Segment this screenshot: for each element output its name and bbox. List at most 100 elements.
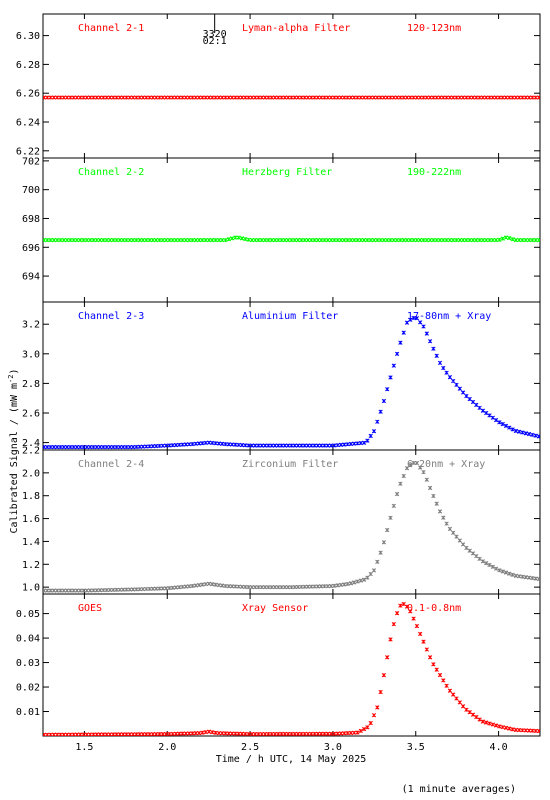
data-point [246,731,251,736]
data-point [51,588,57,593]
data-point [206,729,212,734]
data-point [375,419,380,424]
data-point [299,95,304,100]
data-point [338,731,344,736]
data-point [121,444,126,450]
data-point [408,237,413,243]
data-point [101,587,106,593]
data-point [507,726,512,731]
data-point [292,443,297,448]
data-point [220,731,225,736]
data-point [530,575,535,581]
data-point [137,732,142,736]
y-tick-label: 0.02 [16,683,40,694]
data-point [342,731,347,736]
data-point [276,237,281,243]
data-point [71,444,76,450]
data-point [536,434,540,439]
data-point [147,95,152,100]
data-point [61,444,66,450]
data-point [319,731,324,736]
data-point [45,95,50,100]
data-point [510,237,515,242]
data-point [305,443,311,448]
data-point [493,723,499,728]
data-point [150,237,156,243]
data-point [170,95,175,100]
data-point [398,340,403,345]
data-point [454,696,459,701]
data-point [312,237,317,243]
y-tick-label: 700 [22,185,40,196]
data-point [345,730,350,736]
data-point [414,460,420,466]
data-point [196,730,202,736]
data-point [262,584,268,590]
data-point [289,584,294,590]
data-point [431,237,436,243]
data-point [236,584,241,589]
data-point [61,588,66,593]
data-point [107,732,113,736]
data-point [246,237,251,242]
data-point [130,444,136,450]
data-point [427,339,433,344]
data-point [190,583,195,589]
data-point [361,726,367,732]
data-point [58,588,63,593]
data-point [378,550,383,555]
data-point [177,237,182,243]
y-axis-title: Calibrated Signal / (mW m-2) [7,369,20,534]
y-tick-label: 1.2 [22,560,40,571]
data-point [187,237,192,243]
data-point [127,444,132,450]
data-point [394,611,400,616]
data-point [312,443,317,448]
data-point [243,731,248,736]
data-point [173,237,179,243]
data-point [391,363,396,368]
data-point [421,324,426,329]
data-point [97,444,103,450]
panel-1: 6.22 6.24 6.26 6.28 6.30 Channel 2-1 Lyman-alp… [16,13,541,159]
data-point [269,95,274,100]
data-point [503,423,509,429]
data-point [322,443,327,448]
data-point [276,95,281,100]
data-point [253,731,258,736]
data-point [302,584,307,589]
data-point [315,95,321,100]
data-point [381,398,387,404]
data-point [391,95,396,100]
data-point [513,428,519,434]
y-tick-label: 0.03 [16,658,40,669]
data-point [137,237,142,243]
data-point [130,587,136,592]
data-point [130,95,136,100]
data-point [447,95,453,100]
data-point [157,237,162,243]
data-point [335,731,340,736]
data-point [322,95,327,100]
series-points [43,235,540,243]
y-tick-label: 0.04 [16,634,40,645]
data-point [97,732,103,736]
data-point [480,237,486,243]
data-point [68,444,73,450]
data-point [530,728,535,733]
panel-4: 1.0 1.2 1.4 1.6 1.8 2.0 2.2 Channel 2-4 Zirconiu… [22,446,541,595]
data-point [414,237,420,243]
data-point [91,237,96,243]
data-point [173,585,179,590]
data-point [286,237,291,243]
y-tick-label: 1.0 [22,583,40,594]
data-point [160,95,165,100]
data-point [243,95,248,100]
data-point [74,95,80,100]
data-point [101,237,106,243]
data-point [289,237,294,243]
data-point [68,95,73,100]
data-point [464,545,469,551]
data-point [51,444,57,450]
data-point [101,95,106,100]
